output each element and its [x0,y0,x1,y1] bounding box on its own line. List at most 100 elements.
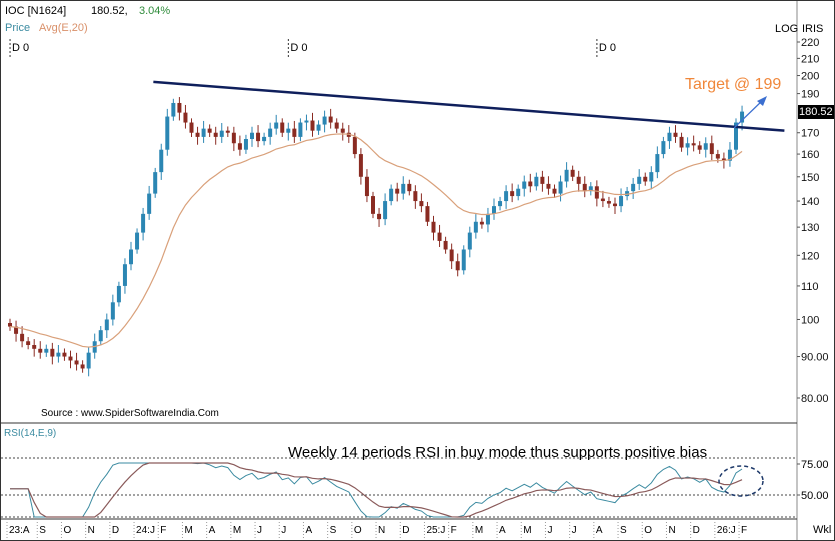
candle-body [588,186,593,192]
candle-body [594,186,599,199]
candle-body [727,149,732,161]
month-label: A [209,525,216,536]
candle-body [116,285,121,303]
candle-body [80,364,85,369]
month-label: J [281,525,286,536]
candle-body [425,206,430,222]
month-label: F [160,525,166,536]
month-label: J [257,525,262,536]
candle-body [655,154,660,173]
candle-body [679,136,684,148]
month-label: 26:J [717,525,736,536]
candle-body [401,183,406,194]
candle-body [201,128,206,137]
source-label: Source : www.SpiderSoftwareIndia.Com [41,408,219,419]
candle-body [667,132,672,142]
y-tick-label: 190 [801,89,819,101]
month-label: F [741,525,747,536]
candle-body [383,201,388,220]
candle-body [20,333,25,342]
candle-body [697,145,702,150]
candle-body [613,203,617,207]
month-label: A [305,525,312,536]
candle-body [50,348,55,357]
candle-body [449,249,454,262]
candle-body [721,158,726,161]
candle-body [44,348,49,353]
candle-body [340,128,345,133]
rsi-legend: RSI(14,E,9) [4,428,57,439]
candle-body [225,130,230,133]
candle-body [129,249,133,265]
target-arrowhead [757,96,767,106]
month-label: S [620,525,627,536]
candle-body [516,188,521,197]
candle-body [455,261,460,271]
candle-body [631,183,636,192]
candle-body [492,206,496,214]
candle-body [522,181,527,189]
candle-body [479,221,484,225]
candle-body [576,176,581,184]
candle-body [703,143,708,150]
rsi-line [10,462,743,518]
month-label: M [233,525,241,536]
log-toggle[interactable]: LOG [775,23,799,35]
rsi-highlight-circle [718,465,764,497]
month-label: M [475,525,483,536]
candle-body [298,122,303,137]
symbol-label: IOC [N1624] [5,5,67,17]
candle-body [552,188,557,194]
candle-body [74,360,79,365]
month-label: 23:A [9,525,30,536]
candle-body [558,181,563,194]
candle-body [413,191,418,202]
month-label: F [451,525,457,536]
dividend-marker: D 0 [599,42,616,54]
month-label: 24:J [136,525,155,536]
candle-body [310,120,315,131]
y-tick-label: 140 [801,196,819,208]
candle-body [56,352,61,357]
candle-body [159,149,164,173]
candle-body [371,196,375,214]
candle-body [407,183,412,192]
candle-body [364,176,369,197]
candle-body [237,143,242,150]
candle-body [643,176,648,182]
candle-body [528,181,533,187]
month-label: S [330,525,337,536]
rsi-annotation: Weekly 14 periods RSI in buy mode thus s… [288,444,708,461]
candle-body [135,232,140,250]
candle-body [510,191,515,197]
candle-body [546,183,551,189]
price-legend: Price [5,22,31,34]
iris-label: IRIS [802,23,824,35]
candle-body [32,345,37,349]
candle-body [322,116,327,125]
candle-body [243,139,248,150]
month-label: O [354,525,362,536]
candle-body [104,319,109,331]
period-label[interactable]: Wkl [813,524,832,536]
candle-body [231,132,236,144]
candle-body [352,136,357,155]
month-label: S [39,525,46,536]
candle-body [268,128,273,137]
candle-body [443,240,448,250]
candle-body [98,330,103,342]
month-label: A [499,525,506,536]
candle-body [649,172,654,182]
month-label: D [693,525,700,536]
month-label: J [547,525,552,536]
candle-body [661,141,666,155]
resistance-trendline [153,80,785,132]
candle-body [395,188,400,194]
month-label: A [596,525,603,536]
y-tick-label: 120 [801,250,819,262]
candle-body [570,169,575,177]
candle-body [153,172,158,194]
candle-body [637,176,642,184]
